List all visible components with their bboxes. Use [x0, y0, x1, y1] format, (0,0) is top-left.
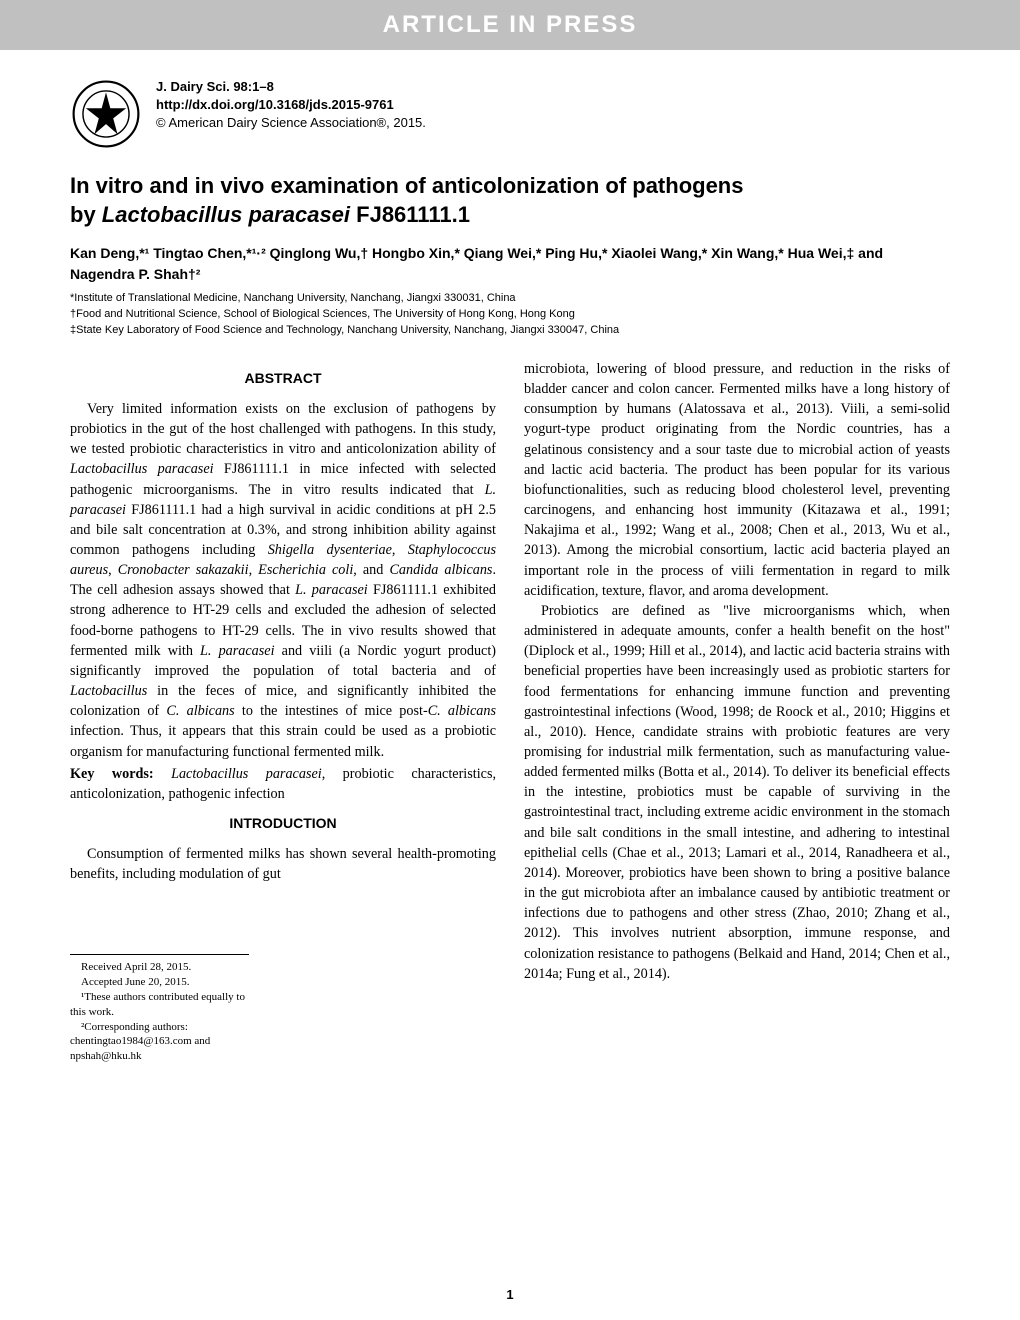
keywords-italic: Lactobacillus paracasei [171, 766, 322, 782]
title-line1: In vitro and in vivo examination of anti… [70, 173, 743, 198]
abstract-heading: ABSTRACT [70, 369, 496, 389]
species-name: C. albicans [428, 703, 496, 719]
abstract-text: , [108, 562, 118, 578]
journal-citation: J. Dairy Sci. 98:1–8 [156, 78, 426, 96]
affiliation-3: ‡State Key Laboratory of Food Science an… [70, 323, 950, 339]
species-name: Candida albicans [389, 562, 492, 578]
species-name: Escherichia coli [258, 562, 353, 578]
abstract-paragraph: Very limited information exists on the e… [70, 399, 496, 762]
journal-doi: http://dx.doi.org/10.3168/jds.2015-9761 [156, 96, 426, 114]
species-name: Lactobacillus [70, 683, 147, 699]
footnote-accepted: Accepted June 20, 2015. [70, 975, 249, 990]
page-number: 1 [0, 1287, 1020, 1302]
affiliation-2: †Food and Nutritional Science, School of… [70, 307, 950, 323]
species-name: Shigella dysenteriae [268, 542, 392, 558]
footnotes: Received April 28, 2015. Accepted June 2… [70, 954, 249, 1064]
article-title: In vitro and in vivo examination of anti… [0, 162, 1020, 243]
journal-copyright: © American Dairy Science Association®, 2… [156, 114, 426, 132]
title-line2-italic: Lactobacillus paracasei [102, 202, 350, 227]
species-name: L. paracasei [200, 643, 275, 659]
journal-meta: J. Dairy Sci. 98:1–8 http://dx.doi.org/1… [156, 78, 426, 133]
left-column: ABSTRACT Very limited information exists… [70, 359, 496, 1064]
abstract-text: Very limited information exists on the e… [70, 401, 496, 457]
author-list: Kan Deng,*¹ Tingtao Chen,*¹·² Qinglong W… [0, 243, 1020, 291]
keywords-label: Key words: [70, 766, 154, 782]
species-name: C. albicans [166, 703, 234, 719]
footnote-received: Received April 28, 2015. [70, 960, 249, 975]
affiliation-1: *Institute of Translational Medicine, Na… [70, 291, 950, 307]
footnote-equal: ¹These authors contributed equally to th… [70, 990, 249, 1020]
right-paragraph-1: microbiota, lowering of blood pressure, … [524, 359, 950, 601]
abstract-text: infection. Thus, it appears that this st… [70, 723, 496, 759]
two-column-body: ABSTRACT Very limited information exists… [0, 359, 1020, 1064]
title-line2-post: FJ861111.1 [350, 202, 470, 227]
abstract-text: , [392, 542, 408, 558]
species-name: Lactobacillus paracasei [70, 461, 214, 477]
intro-paragraph-left: Consumption of fermented milks has shown… [70, 844, 496, 884]
abstract-text: to the intestines of mice post- [235, 703, 428, 719]
adsa-logo [70, 78, 142, 150]
affiliations: *Institute of Translational Medicine, Na… [0, 291, 1020, 359]
keywords-paragraph: Key words: Lactobacillus paracasei, prob… [70, 764, 496, 804]
introduction-heading: INTRODUCTION [70, 814, 496, 834]
journal-meta-row: J. Dairy Sci. 98:1–8 http://dx.doi.org/1… [0, 50, 1020, 162]
abstract-text: , [249, 562, 259, 578]
title-line2-pre: by [70, 202, 102, 227]
species-name: L. paracasei [295, 582, 368, 598]
article-in-press-banner: ARTICLE IN PRESS [0, 0, 1020, 50]
footnote-corresponding: ²Corresponding authors: chentingtao1984@… [70, 1020, 249, 1065]
right-paragraph-2: Probiotics are defined as "live microorg… [524, 601, 950, 984]
species-name: Cronobacter sakazakii [118, 562, 249, 578]
abstract-text: , and [353, 562, 389, 578]
right-column: microbiota, lowering of blood pressure, … [524, 359, 950, 1064]
